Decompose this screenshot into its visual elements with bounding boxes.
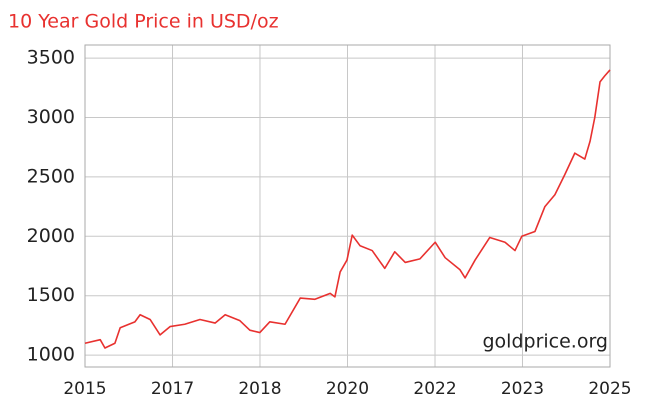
x-tick-label: 2023	[501, 379, 544, 399]
x-tick-label: 2018	[238, 379, 281, 399]
chart-title: 10 Year Gold Price in USD/oz	[8, 11, 279, 33]
price-line	[84, 69, 611, 349]
y-tick-label: 2500	[27, 165, 75, 187]
y-tick-label: 3000	[27, 106, 75, 128]
y-tick-label: 3500	[27, 47, 75, 69]
x-tick-label: 2017	[151, 379, 194, 399]
x-tick-label: 2025	[588, 379, 631, 399]
x-tick-label: 2020	[326, 379, 369, 399]
annotation: goldprice.org	[482, 331, 608, 353]
y-tick-label: 1000	[27, 344, 75, 366]
x-tick-label: 2015	[63, 379, 106, 399]
plot-frame	[84, 44, 611, 368]
x-tick-label: 2022	[413, 379, 456, 399]
y-tick-label: 1500	[27, 284, 75, 306]
y-tick-label: 2000	[27, 225, 75, 247]
